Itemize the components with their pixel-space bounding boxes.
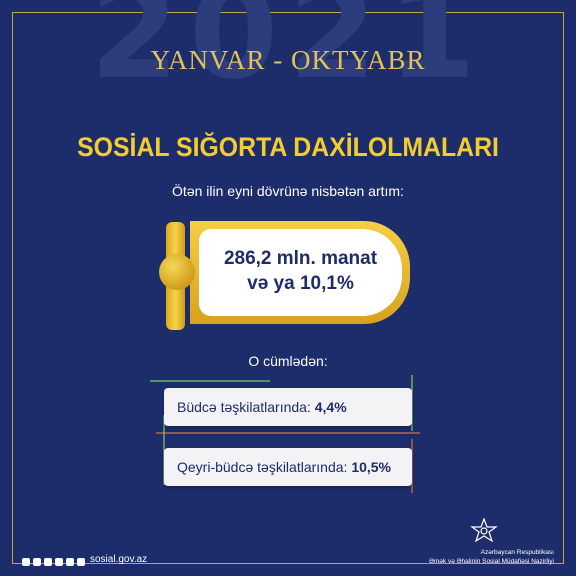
- site-link[interactable]: sosial.gov.az: [90, 554, 148, 565]
- non-budget-organizations-box: Qeyri-büdcə təşkilatlarında: 10,5%: [164, 448, 412, 486]
- amount-line: 286,2 mln. manat: [223, 248, 378, 269]
- box-corner-lines: [150, 375, 420, 493]
- facebook-icon[interactable]: [22, 558, 30, 566]
- linkedin-icon[interactable]: [77, 558, 85, 566]
- page-title: SOSİAL SIĞORTA DAXİLOLMALARI: [77, 132, 499, 162]
- budget-value: 4,4%: [314, 399, 347, 415]
- subtitle: Ötən ilin eyni dövrünə nisbətən artım:: [172, 183, 404, 199]
- telegram-icon[interactable]: [44, 558, 52, 566]
- percent-line: və ya 10,1%: [247, 272, 354, 294]
- ministry-name: Azərbaycan Respublikası Əmək və Əhalinin…: [428, 549, 554, 566]
- breakdown-note: O cümlədən:: [248, 353, 328, 369]
- knob-decoration: [159, 254, 195, 290]
- youtube-icon[interactable]: [66, 558, 74, 566]
- ministry-emblem-icon: [470, 518, 498, 543]
- main-amount: 286,2 mln. manat və ya 10,1%: [199, 247, 402, 296]
- social-icons: [22, 558, 85, 566]
- percent-value: 10,1%: [299, 272, 354, 294]
- year-watermark: 2021: [89, 0, 487, 108]
- budget-organizations-box: Büdcə təşkilatlarında: 4,4%: [164, 388, 412, 426]
- amount-pill: [199, 229, 402, 316]
- period-heading: YANVAR - OKTYABR: [150, 45, 426, 75]
- non-budget-value: 10,5%: [351, 459, 392, 475]
- twitter-icon[interactable]: [55, 558, 63, 566]
- instagram-icon[interactable]: [33, 558, 41, 566]
